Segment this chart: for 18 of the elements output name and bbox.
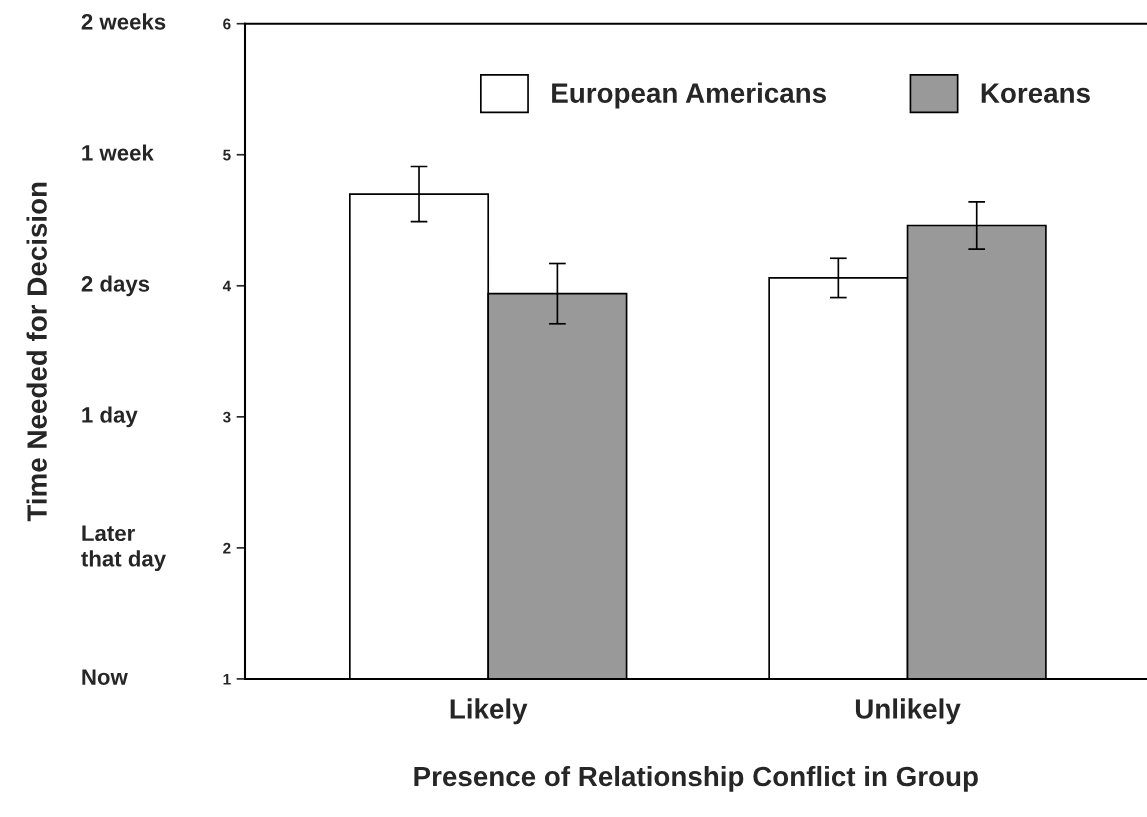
y-tick-label: 3 xyxy=(222,411,231,423)
legend-label: Koreans xyxy=(981,83,1090,103)
y-tick-label: 4 xyxy=(222,280,232,292)
y-tick-label: 1 xyxy=(223,673,231,685)
text: 1 day xyxy=(82,406,138,428)
text: 2 days xyxy=(81,275,150,297)
x-axis-title: Presence of Relationship Conflict in Group xyxy=(414,765,978,792)
y-tick-label: 2 xyxy=(223,542,231,554)
text: 2 weeks xyxy=(81,13,166,30)
x-tick-label: Unlikely xyxy=(855,698,961,725)
x-tick-label: Likely xyxy=(450,698,528,725)
text: 1 week xyxy=(82,144,154,161)
legend-label: European Americans xyxy=(552,82,826,109)
y-tick-label: 6 xyxy=(223,18,231,30)
text: Later that day xyxy=(81,525,166,572)
text: Time Needed for Decision xyxy=(26,182,47,522)
y-tick-label: 5 xyxy=(223,149,231,161)
text: Now xyxy=(82,669,128,685)
